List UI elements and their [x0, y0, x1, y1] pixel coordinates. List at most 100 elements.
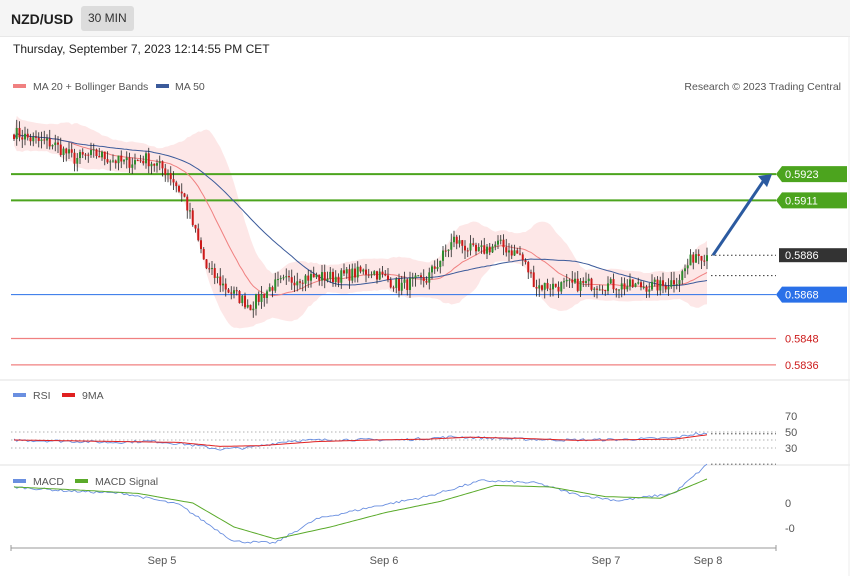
price-levels: [11, 173, 776, 366]
bullish-candle: [598, 289, 601, 291]
bullish-candle: [651, 281, 653, 290]
bearish-candle: [323, 272, 326, 281]
bullish-candle: [670, 280, 673, 287]
bearish-candle: [290, 277, 293, 283]
bearish-candle: [175, 182, 178, 187]
bearish-candle: [153, 163, 156, 166]
bearish-candle: [21, 137, 24, 140]
bullish-candle: [296, 281, 299, 286]
bullish-candle: [497, 240, 499, 245]
bearish-candle: [120, 155, 123, 162]
bearish-candle: [43, 139, 46, 141]
bullish-candle: [400, 282, 403, 291]
bearish-candle: [271, 287, 274, 291]
bullish-candle: [689, 254, 692, 266]
bearish-candle: [576, 278, 579, 291]
rsi-ma-legend-swatch: [62, 393, 75, 397]
bullish-candle: [439, 260, 442, 268]
bearish-candle: [406, 279, 409, 291]
bullish-candle: [112, 160, 114, 162]
bullish-candle: [579, 280, 582, 291]
bearish-candle: [191, 210, 194, 226]
bearish-candle: [219, 276, 222, 286]
x-tick-sep7: Sep 7: [592, 555, 621, 567]
bullish-candle: [222, 283, 224, 286]
bearish-candle: [332, 271, 334, 283]
last-price-badge: [779, 248, 847, 263]
bearish-candle: [524, 260, 527, 263]
bullish-candle: [274, 279, 277, 291]
bearish-candle: [615, 289, 618, 291]
bullish-candle: [378, 271, 381, 280]
bullish-candle: [494, 244, 497, 247]
bearish-candle: [312, 273, 315, 278]
candlesticks: [13, 119, 708, 318]
bullish-candle: [565, 279, 568, 282]
bullish-candle: [414, 275, 417, 278]
bullish-candle: [131, 164, 134, 168]
macd-legend: MACD MACD Signal: [13, 476, 158, 488]
bearish-candle: [549, 288, 552, 290]
bullish-candle: [109, 161, 112, 163]
bearish-candle: [700, 255, 703, 261]
bullish-candle: [40, 139, 43, 141]
bullish-candle: [609, 279, 612, 284]
price-legend: MA 20 + Bollinger Bands MA 50: [13, 81, 205, 93]
bearish-candle: [365, 269, 367, 275]
bearish-candle: [510, 250, 513, 256]
bullish-candle: [568, 279, 571, 281]
bullish-candle: [123, 160, 125, 162]
target-level-label: 0.5848: [785, 334, 819, 346]
bearish-candle: [106, 159, 109, 163]
bullish-candle: [513, 250, 516, 256]
bullish-candle: [453, 236, 455, 243]
support-level-badge: [776, 286, 847, 303]
bearish-candle: [186, 196, 189, 211]
bullish-candle: [32, 136, 35, 142]
bullish-candle: [634, 283, 637, 287]
resistance-level-label: 0.5911: [785, 195, 818, 207]
bearish-candle: [180, 191, 183, 194]
bullish-candle: [252, 308, 255, 311]
timeframe-button[interactable]: 30 MIN: [81, 6, 134, 31]
bearish-candle: [26, 133, 29, 138]
bearish-candle: [249, 304, 252, 311]
bearish-candle: [293, 282, 296, 286]
bearish-candle: [95, 149, 98, 157]
bearish-candle: [422, 277, 425, 282]
bearish-candle: [354, 268, 356, 278]
bullish-candle: [563, 281, 565, 283]
bearish-candle: [656, 279, 659, 291]
bearish-candle: [488, 246, 491, 253]
bullish-candle: [268, 287, 271, 292]
bearish-candle: [472, 243, 475, 245]
bullish-candle: [469, 243, 472, 251]
bearish-candle: [604, 289, 607, 292]
bearish-candle: [18, 127, 21, 138]
ma50-legend-swatch: [156, 84, 169, 88]
bearish-candle: [70, 149, 73, 153]
bearish-candle: [516, 250, 519, 254]
bearish-candle: [461, 240, 464, 246]
bearish-candle: [692, 254, 695, 263]
bullish-candle: [145, 153, 147, 164]
bearish-candle: [205, 259, 208, 269]
bearish-candle: [582, 280, 585, 283]
bullish-candle: [428, 272, 431, 283]
bearish-candle: [664, 285, 667, 290]
bearish-candle: [164, 168, 167, 175]
bullish-candle: [684, 268, 686, 272]
bullish-candle: [409, 278, 411, 291]
bullish-candle: [585, 281, 587, 283]
bearish-candle: [384, 274, 387, 276]
bearish-candle: [466, 250, 469, 252]
bearish-candle: [590, 278, 593, 290]
bearish-candle: [527, 262, 530, 273]
bullish-candle: [667, 286, 670, 290]
bearish-candle: [557, 286, 560, 292]
bearish-candle: [444, 250, 447, 252]
bullish-candle: [508, 250, 510, 253]
bollinger-bands: [14, 115, 707, 329]
macd-signal-line: [13, 478, 708, 540]
bearish-candle: [202, 249, 205, 260]
